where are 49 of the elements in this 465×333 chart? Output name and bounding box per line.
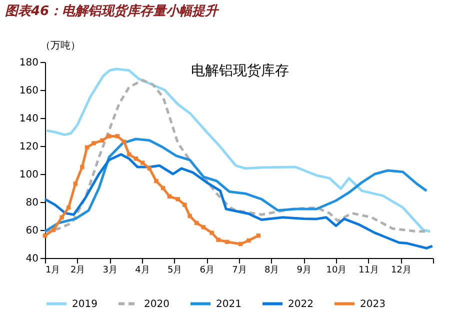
point [92,141,96,146]
point [73,182,78,186]
point [188,214,192,218]
line-series [44,138,428,233]
legend-label: 2023 [360,298,386,310]
point [216,238,220,242]
y-tick-label: 120 [19,142,38,152]
point [134,156,138,161]
x-tick-label: 3月 [102,266,118,276]
point [246,238,251,243]
y-tick-label: 60 [26,226,38,236]
point [115,134,120,138]
point [201,225,206,230]
line-series [44,153,434,250]
point [176,197,180,202]
point [182,202,187,207]
y-tick-label: 180 [19,58,38,68]
point [60,215,64,220]
point [106,134,112,138]
x-tick-label: 6月 [200,266,215,276]
chart-subtitle: 电解铝现货库存 [191,63,289,79]
x-tick-label: 12月 [390,266,412,276]
legend-label: 2019 [72,298,98,310]
point [210,230,214,235]
y-tick-label: 140 [19,114,38,124]
y-tick-label: 100 [19,170,38,180]
point [122,140,126,144]
point [140,160,145,165]
y-tick-label: 40 [26,254,38,264]
x-tick-label: 8月 [264,266,280,276]
legend-label: 2022 [288,298,314,310]
y-axis-title: （万吨） [40,40,80,52]
x-tick-label: 7月 [232,266,247,276]
point [194,220,199,226]
legend-label: 2020 [144,298,170,310]
x-tick-label: 4月 [135,266,150,276]
x-tick-label: 1月 [46,266,60,276]
y-tick-label: 80 [26,198,38,208]
x-tick-label: 9月 [296,266,312,276]
x-tick-label: 10月 [326,266,347,276]
x-tick-label: 5月 [167,266,182,276]
legend-label: 2021 [216,298,242,310]
chart-title: 图表46：电解铝现货库存量小幅提升 [5,3,220,19]
point [154,178,158,184]
y-tick-label: 160 [19,86,38,96]
point [100,138,104,143]
x-tick-label: 11月 [358,266,380,276]
point [80,164,84,170]
x-tick-label: 2月 [70,266,86,276]
